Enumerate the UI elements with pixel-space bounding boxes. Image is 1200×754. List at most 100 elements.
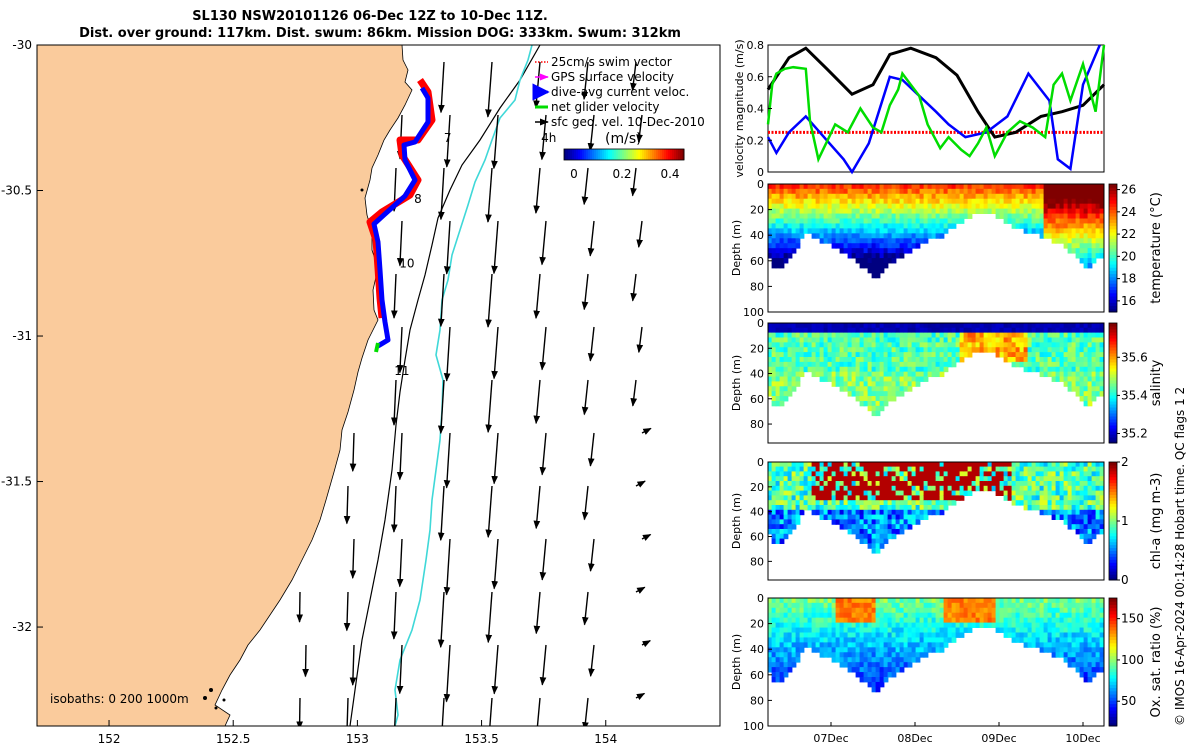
section-data-point: [1088, 263, 1093, 268]
section-colorbar-cell: [1109, 643, 1117, 647]
section-data-point: [784, 672, 789, 677]
section-data-point: [940, 510, 945, 515]
section-y-tick-label: 80: [750, 555, 764, 568]
map-y-tick-label: -30.5: [1, 184, 32, 198]
section-colorbar-cell: [1109, 347, 1117, 351]
section-colorbar-cell: [1109, 675, 1117, 679]
section-data-point: [924, 377, 929, 382]
section-data-point: [960, 632, 965, 637]
section-data-point: [908, 524, 913, 529]
section-data-point: [800, 233, 805, 238]
section-colorbar-cell: [1109, 258, 1117, 262]
section-y-tick-label: 0: [757, 456, 764, 469]
section-colorbar-tick-label: 26: [1121, 183, 1136, 197]
section-colorbar-cell: [1109, 548, 1117, 551]
colorbar-tick-label: 0.4: [660, 167, 679, 181]
legend-label: GPS surface velocity: [551, 70, 674, 84]
section-colorbar-cell: [1109, 662, 1117, 666]
section-colorbar-cell: [1109, 203, 1117, 207]
section-data-point: [1092, 396, 1097, 401]
section-data-point: [880, 406, 885, 411]
section-colorbar-cell: [1109, 649, 1117, 653]
section-colorbar-cell: [1109, 697, 1117, 701]
section-data-point: [916, 657, 921, 662]
section-colorbar-cell: [1109, 556, 1117, 559]
section-data-point: [924, 652, 929, 657]
section-colorbar-cell: [1109, 633, 1117, 637]
section-data-point: [788, 391, 793, 396]
section-data-point: [788, 667, 793, 672]
section-colorbar-cell: [1109, 194, 1117, 198]
isobath-label: isobaths: 0 200 1000m: [50, 692, 189, 706]
section-colorbar-tick-label: 20: [1121, 249, 1136, 263]
section-colorbar-cell: [1109, 668, 1117, 672]
section-data-point: [960, 357, 965, 362]
section-colorbar-cell: [1109, 216, 1117, 220]
section-colorbar-cell: [1109, 551, 1117, 554]
section-data-point: [908, 662, 913, 667]
section-colorbar-cell: [1109, 515, 1117, 518]
section-data-point: [796, 519, 801, 524]
section-colorbar-cell: [1109, 665, 1117, 669]
section-colorbar-cell: [1109, 568, 1117, 571]
section-colorbar-cell: [1109, 222, 1117, 226]
section-colorbar-cell: [1109, 293, 1117, 297]
section-data-point: [884, 401, 889, 406]
section-data-point: [792, 524, 797, 529]
section-y-tick-label: 20: [750, 204, 764, 217]
section-data-point: [960, 495, 965, 500]
section-colorbar-tick-label: 35.2: [1121, 426, 1148, 440]
section-data-point: [940, 372, 945, 377]
section-y-tick-label: 80: [750, 694, 764, 707]
section-data-point: [968, 628, 973, 633]
section-colorbar-cell: [1109, 338, 1117, 342]
section-colorbar-cell: [1109, 474, 1117, 477]
section-colorbar-cell: [1109, 267, 1117, 271]
section-data-point: [892, 258, 897, 263]
section-colorbar-cell: [1109, 465, 1117, 468]
section-colorbar-cell: [1109, 187, 1117, 191]
section-y-tick-label: 40: [750, 229, 764, 242]
section-colorbar-cell: [1109, 206, 1117, 210]
section-data-point: [892, 672, 897, 677]
section-data-point: [780, 263, 785, 268]
credit-text: © IMOS 16-Apr-2024 00:14:28 Hobart time.…: [1173, 387, 1187, 726]
section-colorbar-tick-label: 35.6: [1121, 350, 1148, 364]
section-colorbar-cell: [1109, 335, 1117, 339]
map-x-tick-label: 153: [346, 732, 369, 746]
section-colorbar-cell: [1109, 636, 1117, 640]
section-colorbar-cell: [1109, 280, 1117, 284]
section-data-point: [884, 539, 889, 544]
section-data-point: [1088, 539, 1093, 544]
section-data-point: [940, 233, 945, 238]
section-data-point: [784, 258, 789, 263]
section-data-point: [780, 677, 785, 682]
section-colorbar-cell: [1109, 646, 1117, 650]
section-data-point: [940, 647, 945, 652]
section-colorbar-tick-label: 18: [1121, 272, 1136, 286]
section-colorbar-cell: [1109, 503, 1117, 506]
section-colorbar-cell: [1109, 251, 1117, 255]
section-colorbar-tick-label: 150: [1121, 612, 1144, 626]
section-y-tick-label: 60: [750, 669, 764, 682]
section-colorbar-label: temperature (°C): [1149, 192, 1164, 304]
section-y-tick-label: 20: [750, 618, 764, 631]
section-y-tick-label: 100: [743, 720, 764, 733]
section-colorbar-cell: [1109, 542, 1117, 545]
section-colorbar-cell: [1109, 419, 1117, 423]
section-data-point: [796, 238, 801, 243]
section-colorbar-cell: [1109, 536, 1117, 539]
day-label: 10: [399, 256, 414, 270]
section-colorbar-cell: [1109, 395, 1117, 399]
section-colorbar-cell: [1109, 640, 1117, 644]
section-colorbar-cell: [1109, 302, 1117, 306]
section-colorbar-cell: [1109, 608, 1117, 612]
section-colorbar-cell: [1109, 416, 1117, 420]
section-data-point: [1092, 258, 1097, 263]
section-data-point: [784, 396, 789, 401]
section-data-point: [876, 411, 881, 416]
section-colorbar-cell: [1109, 565, 1117, 568]
